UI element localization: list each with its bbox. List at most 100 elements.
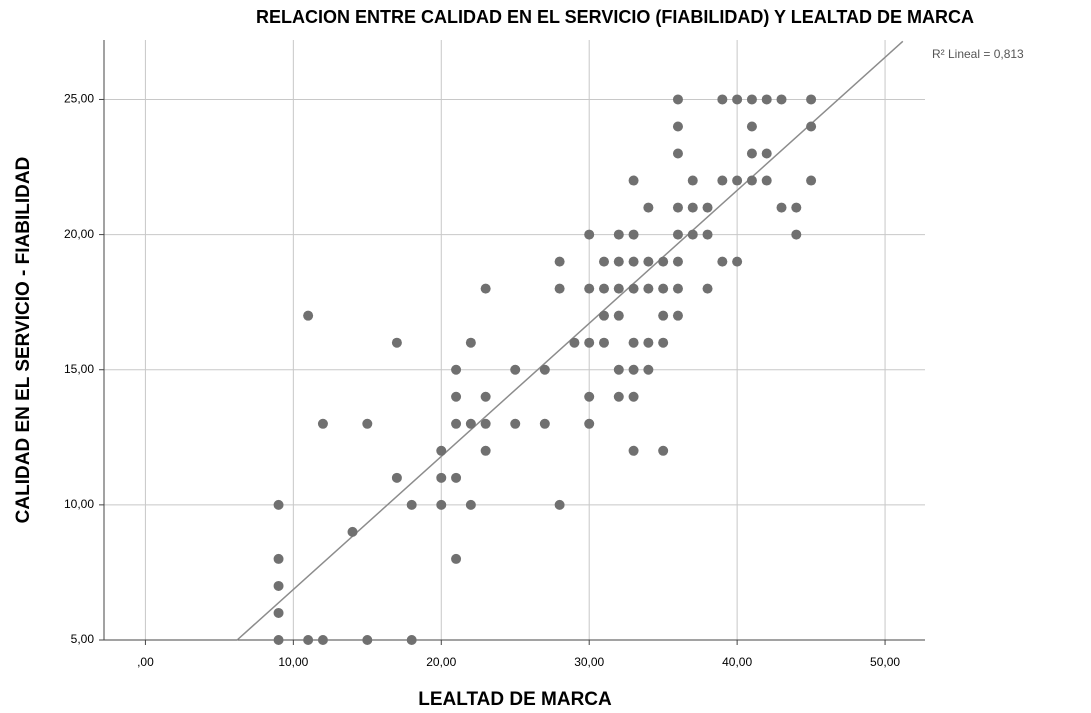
point [717,256,728,267]
point [628,229,639,240]
point [613,256,624,267]
point [465,499,476,510]
point [658,310,669,321]
point [746,175,757,186]
point [806,94,817,105]
point [628,337,639,348]
point [746,94,757,105]
point [658,445,669,456]
point [347,526,358,537]
point [539,418,550,429]
point [273,499,284,510]
point [658,337,669,348]
point [613,283,624,294]
point [628,445,639,456]
point [746,148,757,159]
point [702,283,713,294]
point [598,310,609,321]
point [598,256,609,267]
point [776,202,787,213]
point [303,310,314,321]
point [628,391,639,402]
point [628,283,639,294]
y-axis-label: CALIDAD EN EL SERVICIO - FIABILIDAD [13,157,34,524]
point [451,472,462,483]
y-tick-label: 15,00 [64,362,94,376]
point [672,229,683,240]
point [451,391,462,402]
point [643,337,654,348]
x-tick-label: ,00 [137,655,154,669]
point [362,418,373,429]
point [480,391,491,402]
point [480,445,491,456]
point [584,229,595,240]
point [391,472,402,483]
point [672,94,683,105]
r2-annotation: R² Lineal = 0,813 [932,47,1024,61]
point [672,121,683,132]
point [613,310,624,321]
y-tick-label: 10,00 [64,497,94,511]
x-tick-label: 30,00 [574,655,604,669]
point [643,283,654,294]
point [806,121,817,132]
x-tick-label: 10,00 [278,655,308,669]
x-tick-label: 50,00 [870,655,900,669]
point [436,499,447,510]
point [436,472,447,483]
point [451,364,462,375]
point [584,418,595,429]
point [776,94,787,105]
point [569,337,580,348]
point [672,202,683,213]
x-axis-label: LEALTAD DE MARCA [418,689,612,710]
point [598,337,609,348]
point [643,202,654,213]
point [628,256,639,267]
point [732,94,743,105]
point [406,635,417,645]
point [732,256,743,267]
point [406,499,417,510]
point [643,364,654,375]
point [436,445,447,456]
point [761,94,772,105]
point [672,310,683,321]
point [584,337,595,348]
point [613,229,624,240]
point [480,418,491,429]
point [303,635,314,645]
point [717,175,728,186]
point [273,607,284,618]
point [613,364,624,375]
point [702,202,713,213]
point [554,283,565,294]
y-tick-label: 5,00 [71,632,95,646]
point [687,202,698,213]
point [554,499,565,510]
point [273,635,284,645]
point [554,256,565,267]
point [702,229,713,240]
point [628,175,639,186]
point [687,229,698,240]
point [539,364,550,375]
point [273,580,284,591]
point [480,283,491,294]
point [451,553,462,564]
point [761,175,772,186]
point [732,175,743,186]
point [672,148,683,159]
point [451,418,462,429]
point [761,148,772,159]
point [806,175,817,186]
point [510,364,521,375]
point [658,256,669,267]
point [791,229,802,240]
point [510,418,521,429]
x-tick-label: 20,00 [426,655,456,669]
point [584,391,595,402]
point [687,175,698,186]
